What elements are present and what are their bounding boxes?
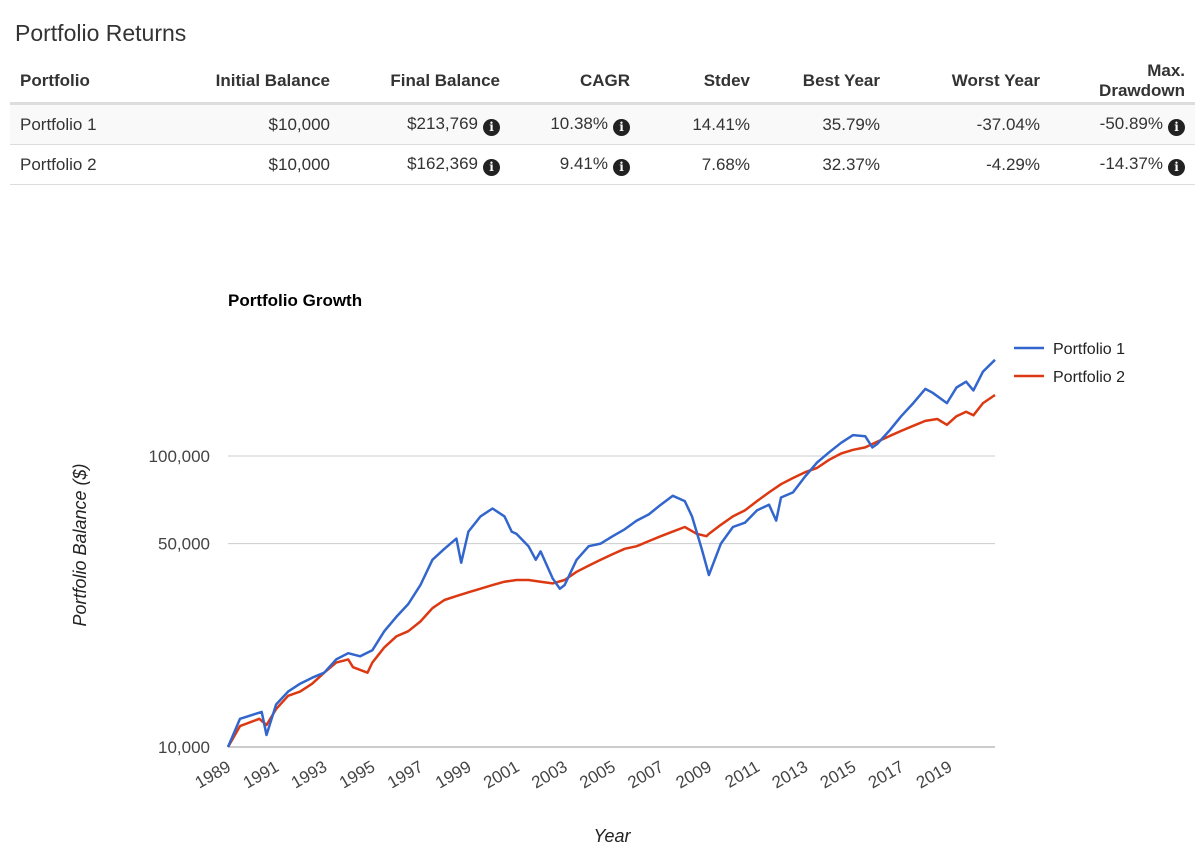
x-tick-label: 1993: [288, 757, 330, 792]
cagr-cell: 9.41% i: [510, 144, 640, 185]
final-balance-value: $162,369: [407, 153, 478, 173]
x-axis-tick-labels: 1989 1991 1993 1995 1997 1999 2001 2003 2005 2007…: [192, 757, 956, 792]
col-worst-year-header[interactable]: Worst Year: [890, 60, 1050, 105]
series-line-portfolio-1: [226, 358, 996, 748]
col-initial-balance-header[interactable]: Initial Balance: [150, 60, 340, 105]
portfolio-name-cell: Portfolio 2: [10, 144, 150, 185]
final-balance-value: $213,769: [407, 113, 478, 133]
portfolio-growth-chart: Portfolio Growth 10,000 50,000 100,000 198…: [70, 291, 1125, 846]
x-axis-label: Year: [593, 826, 631, 846]
y-tick-label: 50,000: [158, 535, 210, 554]
x-tick-label: 2013: [769, 757, 811, 792]
best-year-cell: 35.79%: [760, 103, 890, 145]
x-tick-label: 2019: [913, 757, 955, 792]
gridlines: [228, 455, 995, 748]
x-tick-label: 2011: [722, 757, 763, 792]
col-cagr-header[interactable]: CAGR: [510, 60, 640, 105]
page-title: Portfolio Returns: [15, 20, 187, 46]
stdev-cell: 7.68%: [640, 144, 760, 185]
initial-balance-cell: $10,000: [150, 144, 340, 185]
table-header-row: Portfolio Initial Balance Final Balance …: [10, 60, 1195, 105]
col-final-balance-header[interactable]: Final Balance: [340, 60, 510, 105]
legend[interactable]: Portfolio 1 Portfolio 2: [1014, 341, 1125, 386]
max-drawdown-cell: -50.89% i: [1050, 103, 1195, 145]
info-circle-icon[interactable]: i: [1168, 118, 1185, 136]
portfolio-name-cell: Portfolio 1: [10, 103, 150, 145]
table-row: Portfolio 1 $10,000 $213,769 i 10.38% i 14…: [10, 103, 1195, 145]
y-tick-label: 100,000: [149, 447, 210, 466]
portfolio-returns-table: Portfolio Initial Balance Final Balance …: [10, 60, 1195, 185]
y-axis-tick-labels: 10,000 50,000 100,000: [149, 447, 210, 757]
cagr-cell: 10.38% i: [510, 103, 640, 145]
x-tick-label: 2001: [480, 757, 522, 792]
worst-year-cell: -4.29%: [890, 144, 1050, 185]
x-tick-label: 2009: [673, 757, 715, 792]
max-drawdown-value: -14.37%: [1099, 153, 1163, 173]
col-best-year-header[interactable]: Best Year: [760, 60, 890, 105]
x-tick-label: 1999: [432, 757, 474, 792]
x-tick-label: 1991: [240, 757, 282, 792]
x-tick-label: 1995: [336, 757, 378, 792]
worst-year-cell: -37.04%: [890, 103, 1050, 145]
max-drawdown-cell: -14.37% i: [1050, 144, 1195, 185]
x-tick-label: 2015: [817, 757, 859, 792]
series-lines: [226, 358, 996, 748]
info-circle-icon[interactable]: i: [483, 118, 500, 136]
x-tick-label: 2005: [576, 757, 618, 792]
table-row: Portfolio 2 $10,000 $162,369 i 9.41% i 7.6…: [10, 144, 1195, 185]
final-balance-cell: $162,369 i: [340, 144, 510, 185]
col-portfolio-header[interactable]: Portfolio: [10, 60, 150, 105]
cagr-value: 9.41%: [559, 153, 608, 173]
x-tick-label: 1997: [384, 757, 426, 792]
col-max-drawdown-header[interactable]: Max. Drawdown: [1050, 60, 1195, 105]
info-circle-icon[interactable]: i: [613, 158, 630, 176]
y-axis-label: Portfolio Balance ($): [70, 463, 90, 626]
info-circle-icon[interactable]: i: [483, 158, 500, 176]
series-line-portfolio-2: [226, 393, 996, 748]
legend-label[interactable]: Portfolio 2: [1053, 369, 1125, 386]
stdev-cell: 14.41%: [640, 103, 760, 145]
cagr-value: 10.38%: [550, 113, 608, 133]
x-tick-label: 2017: [865, 757, 907, 792]
chart-title: Portfolio Growth: [228, 291, 362, 310]
final-balance-cell: $213,769 i: [340, 103, 510, 145]
max-drawdown-value: -50.89%: [1099, 113, 1163, 133]
y-tick-label: 10,000: [158, 738, 210, 757]
col-stdev-header[interactable]: Stdev: [640, 60, 760, 105]
x-tick-label: 2007: [625, 757, 667, 792]
legend-label[interactable]: Portfolio 1: [1053, 341, 1125, 358]
x-tick-label: 2003: [528, 757, 570, 792]
x-tick-label: 1989: [192, 757, 234, 792]
best-year-cell: 32.37%: [760, 144, 890, 185]
initial-balance-cell: $10,000: [150, 103, 340, 145]
info-circle-icon[interactable]: i: [613, 118, 630, 136]
info-circle-icon[interactable]: i: [1168, 158, 1185, 176]
